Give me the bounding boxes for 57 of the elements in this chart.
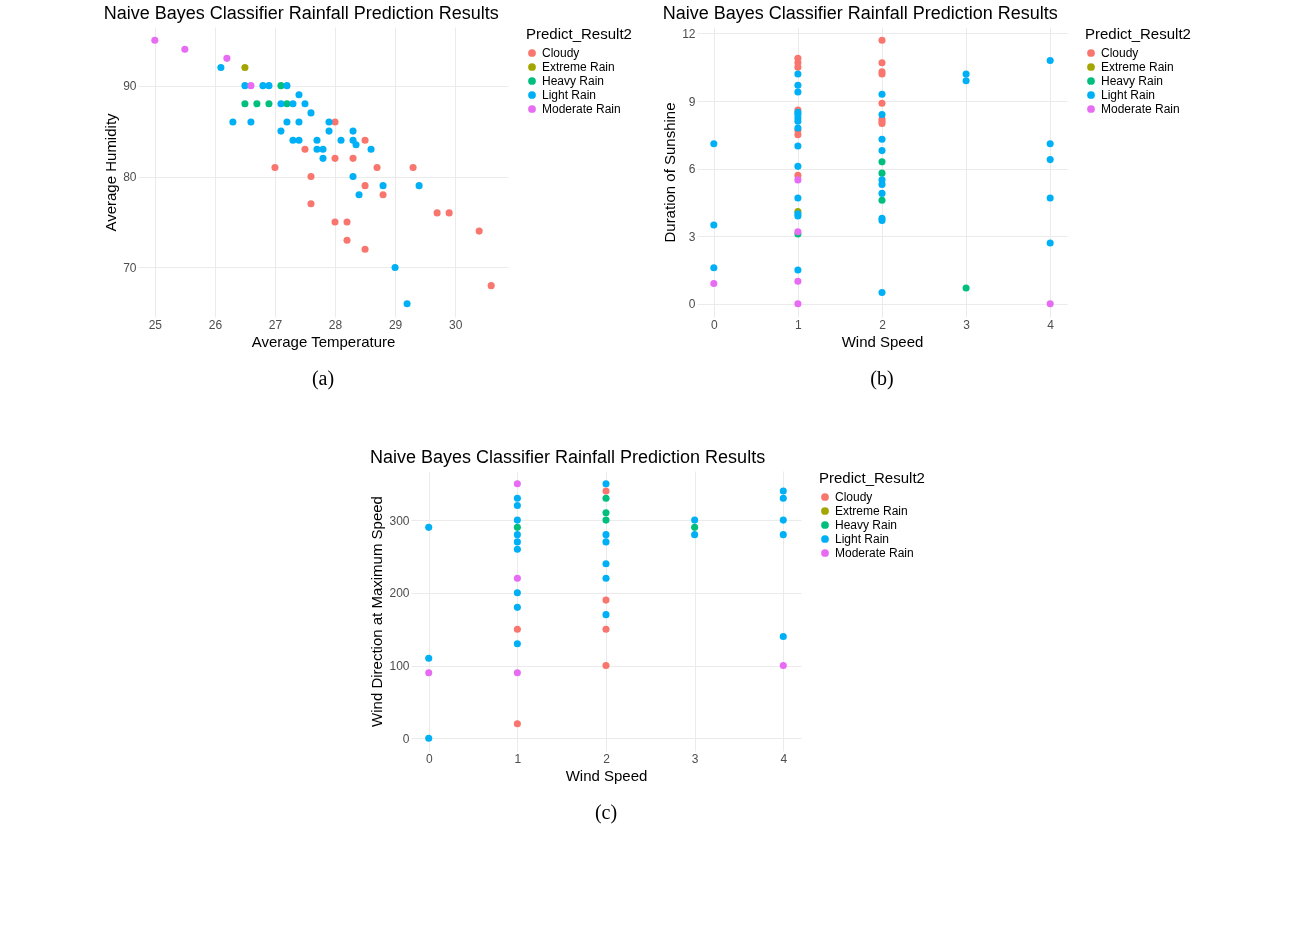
y-tick-label: 300 — [388, 513, 410, 528]
text: (a) — [311, 367, 334, 390]
y-tick-label: 100 — [388, 659, 410, 674]
legend-label: Light Rain — [541, 88, 596, 102]
legend-label: Moderate Rain — [541, 102, 621, 116]
x-tick-label: 1 — [794, 317, 802, 332]
y-tick-label: 200 — [388, 586, 410, 601]
y-tick-label: 6 — [688, 162, 696, 177]
chart-title: Naive Bayes Classifier Rainfall Prediction Results — [662, 3, 1058, 23]
y-tick-label: 90 — [122, 79, 137, 94]
x-tick-label: 4 — [1046, 317, 1054, 332]
legend-label: Moderate Rain — [834, 546, 914, 560]
x-tick-label: 30 — [448, 317, 463, 332]
legend-label: Extreme Rain — [541, 60, 615, 74]
x-tick-label: 29 — [388, 317, 403, 332]
x-tick-label: 1 — [514, 751, 522, 766]
x-tick-label: 3 — [962, 317, 970, 332]
y-tick-label: 12 — [681, 26, 696, 41]
chart-title: Naive Bayes Classifier Rainfall Prediction Results — [369, 447, 765, 467]
x-tick-label: 2 — [878, 317, 886, 332]
legend-label: Cloudy — [541, 46, 579, 60]
y-tick-label: 3 — [688, 229, 696, 244]
x-tick-label: 28 — [328, 317, 343, 332]
legend-label: Light Rain — [1100, 88, 1155, 102]
x-tick-label: 0 — [425, 751, 433, 766]
y-tick-label: 0 — [688, 297, 696, 312]
legend-label: Extreme Rain — [1100, 60, 1174, 74]
legend-label: Cloudy — [834, 490, 872, 504]
x-tick-label: 26 — [208, 317, 222, 332]
legend-label: Heavy Rain — [834, 518, 897, 532]
x-axis-title: Wind Speed — [565, 766, 647, 784]
x-tick-label: 0 — [710, 317, 718, 332]
y-tick-label: 9 — [688, 94, 696, 109]
text: (b) — [869, 367, 894, 390]
x-tick-label: 27 — [268, 317, 282, 332]
legend-label: Extreme Rain — [834, 504, 908, 518]
y-tick-label: 80 — [122, 170, 137, 185]
x-tick-label: 4 — [779, 751, 787, 766]
legend-title: Predict_Result2 — [818, 469, 925, 486]
text: (c) — [594, 801, 617, 824]
legend-title: Predict_Result2 — [525, 25, 632, 42]
legend-label: Moderate Rain — [1100, 102, 1180, 116]
y-tick-label: 70 — [122, 260, 137, 275]
legend-title: Predict_Result2 — [1084, 25, 1191, 42]
legend-label: Heavy Rain — [1100, 74, 1163, 88]
y-tick-label: 0 — [402, 731, 410, 746]
y-axis-title: Duration of Sunshine — [660, 102, 678, 243]
y-axis-title: Wind Direction at Maximum Speed — [367, 496, 385, 727]
x-tick-label: 25 — [148, 317, 162, 332]
legend-label: Heavy Rain — [541, 74, 604, 88]
y-axis-title: Average Humidity — [101, 112, 119, 232]
legend-label: Light Rain — [834, 532, 889, 546]
x-tick-label: 2 — [602, 751, 610, 766]
x-axis-title: Average Temperature — [251, 332, 395, 350]
x-axis-title: Wind Speed — [841, 332, 923, 350]
chart-title: Naive Bayes Classifier Rainfall Prediction Results — [103, 3, 499, 23]
legend-label: Cloudy — [1100, 46, 1138, 60]
